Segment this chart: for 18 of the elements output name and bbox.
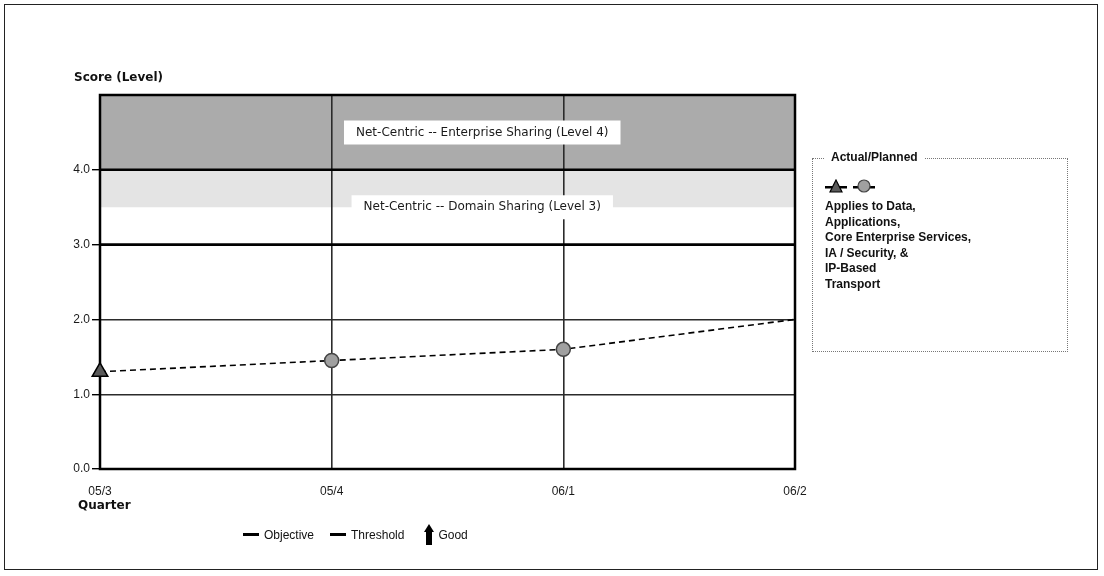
x-axis-title: Quarter <box>78 498 131 512</box>
band-label: Net-Centric -- Domain Sharing (Level 3) <box>363 199 601 214</box>
x-tick-label: 05/4 <box>319 483 344 498</box>
text: Applies to Data, Applications, Core Enterprise Services, IA / Security, & IP-Based Transport <box>825 199 972 292</box>
y-axis-title: Score (Level) <box>74 70 164 84</box>
y-tick-label: 1.0 <box>73 386 91 401</box>
x-tick-label: 06/1 <box>551 483 576 498</box>
y-tick-label: 3.0 <box>73 236 91 251</box>
y-tick-label: 2.0 <box>73 311 91 326</box>
x-tick-label: 05/3 <box>88 483 112 498</box>
legend-label: Threshold <box>351 527 405 542</box>
legend-label: Objective <box>264 527 315 542</box>
legend-title: Actual/Planned <box>825 150 924 164</box>
y-tick-label: 0.0 <box>73 461 91 476</box>
x-tick-label: 06/2 <box>783 483 807 498</box>
band-label: Net-Centric -- Enterprise Sharing (Level 4) <box>355 124 609 139</box>
text: Good <box>438 527 468 542</box>
y-tick-label: 4.0 <box>73 162 91 177</box>
